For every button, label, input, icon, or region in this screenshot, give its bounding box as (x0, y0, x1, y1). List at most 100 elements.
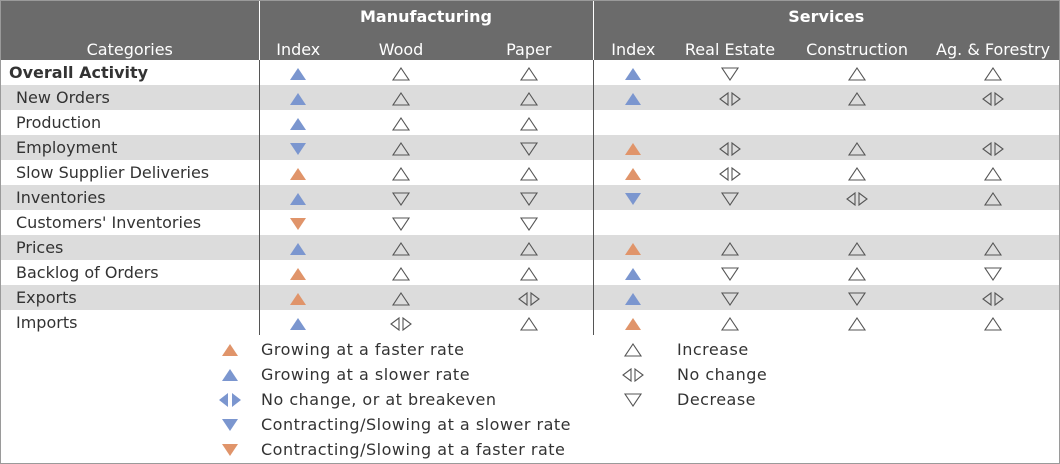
table-cell (465, 235, 594, 260)
blue-triangle-up-icon (290, 317, 307, 330)
outline-triangle-down-icon (984, 266, 1003, 281)
table-cell (927, 135, 1059, 160)
table-cell (673, 260, 787, 285)
outline-triangle-up-icon (984, 66, 1003, 81)
table-row: Exports (1, 285, 1059, 310)
blue-triangle-up-icon (625, 92, 642, 105)
row-category-label: Backlog of Orders (16, 263, 159, 282)
table-cell (592, 110, 674, 135)
table-cell (337, 235, 465, 260)
table-cell (592, 85, 674, 110)
legend: Growing at a faster rate Growing at a slo… (1, 340, 1059, 463)
outline-triangle-up-icon (623, 343, 643, 357)
legend-label: Growing at a faster rate (261, 340, 465, 359)
table-cell (258, 260, 337, 285)
outline-triangle-up-icon (847, 166, 867, 181)
table-cell (673, 210, 787, 235)
outline-triangle-up-icon (720, 316, 740, 331)
outline-left-right-icon (622, 367, 644, 383)
table-cell (258, 60, 337, 85)
table-cell (258, 185, 337, 210)
table-cell (787, 185, 928, 210)
table-cell (258, 235, 337, 260)
outline-triangle-up-icon (847, 266, 867, 281)
orange-triangle-up-icon (625, 242, 642, 255)
table-cell (927, 260, 1059, 285)
table-cell (673, 60, 787, 85)
outline-triangle-up-icon (519, 166, 538, 181)
table-cell (927, 60, 1059, 85)
categories-header: Categories (1, 32, 259, 60)
table-cell (673, 160, 787, 185)
outline-triangle-up-icon (847, 66, 867, 81)
table-cell (337, 310, 465, 335)
outline-triangle-up-icon (519, 316, 538, 331)
table-cell (258, 110, 337, 135)
table-cell (258, 310, 337, 335)
outline-left-right-icon (982, 291, 1004, 306)
table-cell (927, 310, 1059, 335)
table-cell (465, 185, 594, 210)
table-cell (592, 210, 674, 235)
table-cell (258, 210, 337, 235)
table-cell (592, 60, 674, 85)
table-cell (927, 210, 1059, 235)
outline-triangle-down-icon (391, 216, 411, 231)
column-header-row: Categories Index Wood Paper Index Real E… (1, 32, 1059, 60)
col-header-svc-index: Index (592, 32, 674, 60)
orange-triangle-down-icon (222, 444, 238, 456)
table-cell (927, 160, 1059, 185)
table-cell (465, 60, 593, 85)
table-cell (592, 185, 674, 210)
legend-label: Contracting/Slowing at a faster rate (261, 440, 566, 459)
table-cell (927, 110, 1059, 135)
table-cell (465, 285, 594, 310)
table-cell (592, 160, 674, 185)
outline-triangle-up-icon (847, 241, 867, 256)
blue-triangle-up-icon (625, 67, 642, 80)
col-header-mfg-index: Index (258, 32, 337, 60)
table-row: Imports (1, 310, 1059, 335)
row-category-label: Overall Activity (9, 63, 149, 82)
outline-triangle-up-icon (391, 91, 411, 106)
table-cell (673, 110, 787, 135)
table-cell (337, 135, 465, 160)
blue-triangle-up-icon (290, 92, 307, 105)
table-cell (927, 285, 1059, 310)
outline-triangle-up-icon (847, 91, 867, 106)
table-row: Prices (1, 235, 1059, 260)
outline-triangle-down-icon (519, 141, 538, 156)
table-cell (673, 85, 788, 110)
blue-triangle-up-icon (290, 192, 307, 205)
table-cell (592, 285, 674, 310)
legend-label: Decrease (677, 390, 757, 409)
table-cell (465, 135, 594, 160)
table-cell (592, 260, 674, 285)
outline-triangle-up-icon (391, 166, 411, 181)
row-category-label: Customers' Inventories (16, 213, 202, 232)
group-manufacturing: Manufacturing (258, 1, 594, 32)
col-header-construction: Construction (787, 32, 928, 60)
row-category-label: Imports (16, 313, 78, 332)
outline-triangle-down-icon (720, 266, 740, 281)
table-cell (927, 235, 1059, 260)
table-row: Employment (1, 135, 1059, 160)
outline-left-right-icon (982, 141, 1004, 156)
orange-triangle-up-icon (625, 167, 642, 180)
outline-left-right-icon (982, 91, 1004, 106)
table-cell (673, 285, 788, 310)
outline-triangle-down-icon (720, 291, 740, 306)
table-cell (337, 85, 465, 110)
outline-left-right-icon (719, 141, 741, 156)
orange-triangle-up-icon (625, 317, 642, 330)
outline-triangle-down-icon (847, 291, 867, 306)
orange-triangle-up-icon (625, 142, 642, 155)
orange-triangle-down-icon (290, 217, 307, 230)
orange-triangle-up-icon (290, 267, 307, 280)
col-header-wood: Wood (337, 32, 465, 60)
outline-triangle-down-icon (519, 216, 538, 231)
table-cell (673, 185, 788, 210)
table-cell (673, 135, 788, 160)
outline-triangle-up-icon (519, 66, 538, 81)
